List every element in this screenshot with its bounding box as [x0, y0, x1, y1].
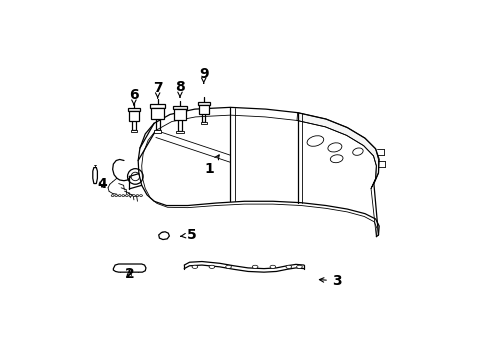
Polygon shape: [93, 168, 97, 184]
Ellipse shape: [209, 265, 214, 269]
Ellipse shape: [136, 195, 139, 197]
Text: 7: 7: [153, 81, 162, 98]
Ellipse shape: [125, 195, 128, 197]
Ellipse shape: [132, 195, 135, 197]
Polygon shape: [113, 264, 145, 272]
Ellipse shape: [296, 265, 302, 269]
Ellipse shape: [129, 195, 132, 197]
Text: 3: 3: [319, 274, 341, 288]
Polygon shape: [296, 113, 378, 189]
Ellipse shape: [225, 265, 231, 269]
Text: 2: 2: [124, 267, 134, 281]
Text: 5: 5: [181, 228, 196, 242]
Polygon shape: [150, 104, 165, 108]
Ellipse shape: [139, 195, 142, 197]
Ellipse shape: [327, 143, 341, 152]
Ellipse shape: [115, 195, 118, 197]
Ellipse shape: [269, 265, 275, 269]
Ellipse shape: [118, 195, 121, 197]
Polygon shape: [176, 131, 183, 133]
Ellipse shape: [192, 265, 197, 269]
Polygon shape: [151, 108, 163, 119]
Text: 4: 4: [97, 176, 107, 190]
Polygon shape: [130, 130, 137, 132]
Polygon shape: [198, 104, 208, 114]
Ellipse shape: [111, 195, 114, 197]
Polygon shape: [159, 232, 169, 239]
Ellipse shape: [285, 265, 291, 269]
Text: 9: 9: [199, 67, 208, 84]
Polygon shape: [128, 111, 139, 121]
Ellipse shape: [252, 265, 258, 269]
Text: 8: 8: [175, 80, 184, 97]
Polygon shape: [127, 108, 140, 111]
Ellipse shape: [306, 136, 323, 146]
Polygon shape: [197, 102, 209, 104]
Polygon shape: [173, 106, 186, 109]
Polygon shape: [201, 122, 206, 124]
Ellipse shape: [352, 148, 363, 155]
Text: 6: 6: [129, 88, 139, 105]
Polygon shape: [154, 130, 161, 132]
Polygon shape: [174, 109, 185, 120]
Ellipse shape: [122, 195, 124, 197]
Text: 1: 1: [204, 155, 219, 176]
Ellipse shape: [329, 155, 342, 163]
